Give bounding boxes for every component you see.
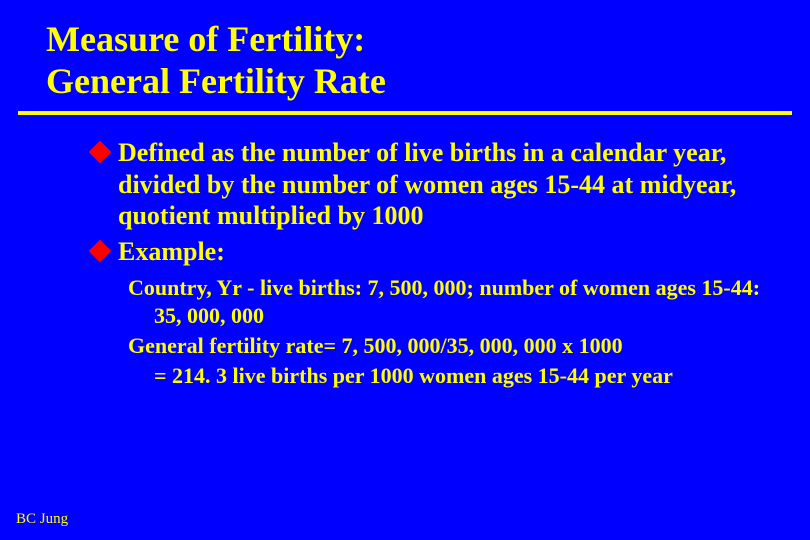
footer-text: BC Jung (16, 511, 68, 528)
sub-item: Country, Yr - live births: 7, 500, 000; … (128, 274, 770, 330)
sub-list: Country, Yr - live births: 7, 500, 000; … (0, 272, 810, 391)
bullet-text: Example: (118, 237, 225, 266)
slide-container: Measure of Fertility: General Fertility … (0, 0, 810, 540)
bullet-text: Defined as the number of live births in … (118, 138, 736, 230)
bullet-item: Example: (118, 236, 740, 268)
title-line-1: Measure of Fertility: (46, 19, 365, 59)
sub-item: = 214. 3 live births per 1000 women ages… (128, 362, 770, 390)
title-line-2: General Fertility Rate (46, 61, 386, 101)
bullet-item: Defined as the number of live births in … (118, 137, 740, 232)
diamond-icon (89, 240, 112, 263)
sub-item: General fertility rate= 7, 500, 000/35, … (128, 332, 770, 360)
diamond-icon (89, 141, 112, 164)
title-block: Measure of Fertility: General Fertility … (0, 18, 810, 103)
bullet-list: Defined as the number of live births in … (0, 115, 810, 268)
slide-title: Measure of Fertility: General Fertility … (46, 18, 770, 103)
